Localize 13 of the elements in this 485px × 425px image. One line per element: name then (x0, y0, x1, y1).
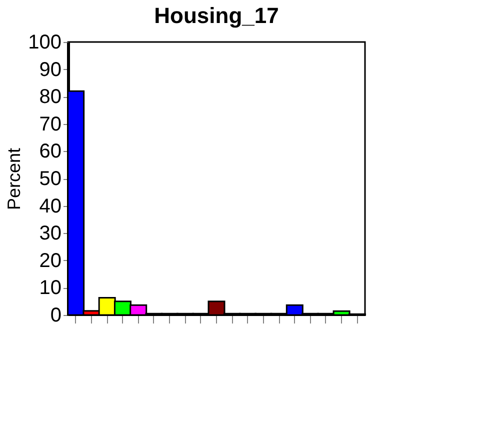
y-tick-label: 20 (39, 250, 62, 272)
y-tick-label: 70 (39, 113, 62, 136)
y-tick-label: 10 (39, 277, 62, 300)
y-axis-title: Percent (4, 148, 24, 210)
y-tick-label: 90 (39, 58, 62, 81)
chart-title: Housing_17 (154, 3, 279, 28)
y-tick-label: 80 (39, 86, 62, 108)
y-tick-label: 0 (50, 304, 62, 326)
y-tick-label: 100 (28, 32, 62, 54)
y-tick-label: 60 (39, 140, 62, 163)
y-tick-label: 40 (39, 195, 62, 218)
y-tick-label: 30 (39, 222, 62, 245)
y-tick-label: 50 (39, 168, 62, 190)
